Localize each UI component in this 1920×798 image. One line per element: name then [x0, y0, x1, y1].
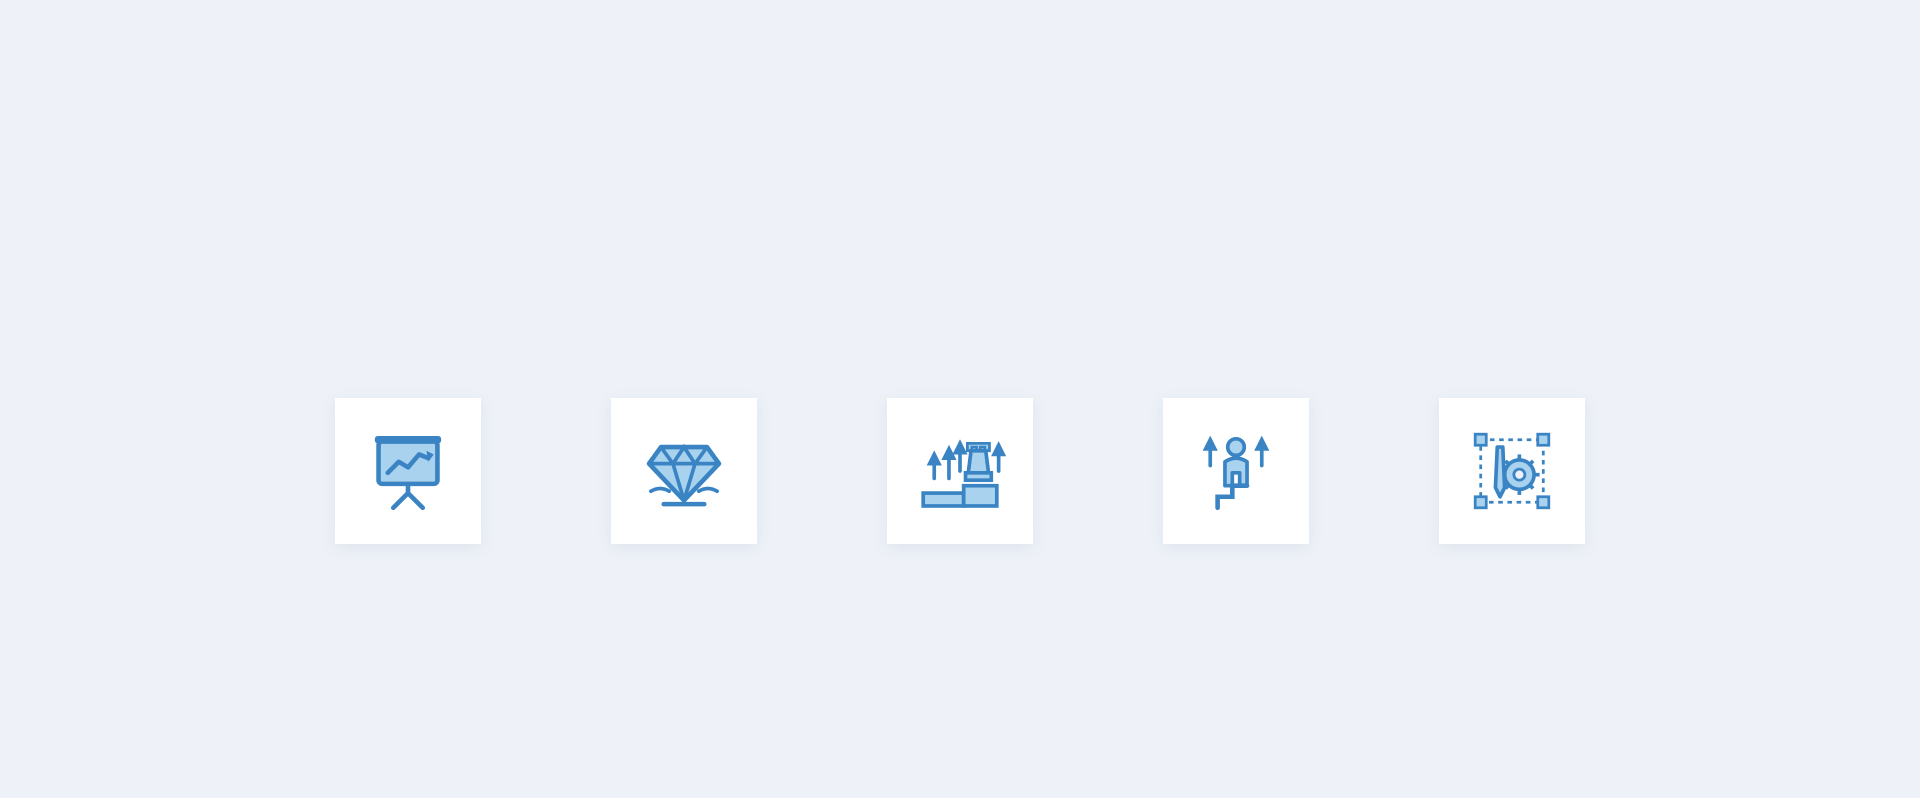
presentation-chart-icon [362, 425, 454, 517]
chess-strategy-icon [914, 425, 1006, 517]
icon-card [1439, 398, 1585, 544]
accent-bars [0, 76, 1920, 81]
icon-card [887, 398, 1033, 544]
career-growth-icon [1190, 425, 1282, 517]
accent-bar [795, 76, 853, 81]
accent-bar [1067, 76, 1125, 81]
icon-card [335, 398, 481, 544]
design-gear-icon [1466, 425, 1558, 517]
icon-card [1163, 398, 1309, 544]
accent-bar [931, 76, 989, 81]
accent-bar [863, 76, 921, 81]
accent-bar [999, 76, 1057, 81]
diamond-icon [638, 425, 730, 517]
header [0, 0, 1920, 81]
icon-card-row [0, 398, 1920, 544]
icon-card [611, 398, 757, 544]
